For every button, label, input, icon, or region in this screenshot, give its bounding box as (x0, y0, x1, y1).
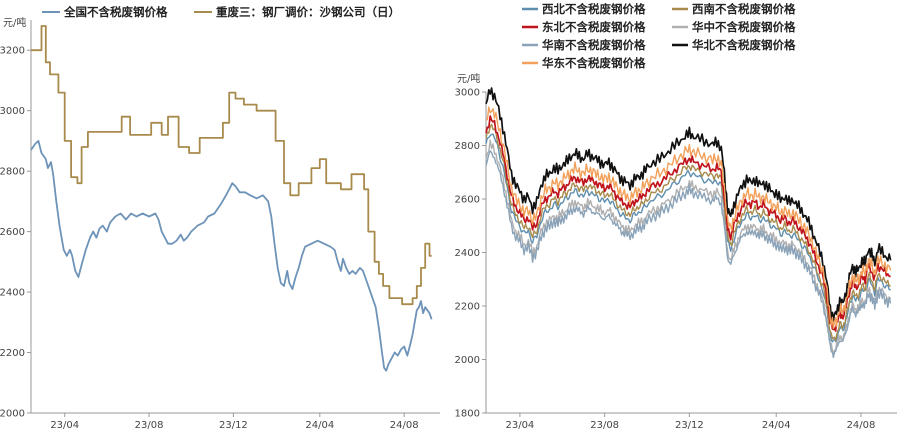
left-legend: 全国不含税废钢价格 重废三：钢厂调价：沙钢公司（日） (42, 5, 400, 19)
right-plot-area (485, 87, 892, 359)
left-axes: 2000 2200 2400 2600 2800 3000 3200 23/04 23/08 23… (0, 20, 440, 430)
x-tick-label: 23/08 (590, 420, 619, 430)
series-line-5 (485, 87, 892, 322)
series-line-0 (30, 140, 433, 372)
y-tick-label: 2200 (455, 302, 480, 313)
legend-label-shagang: 重废三：钢厂调价：沙钢公司（日） (216, 5, 400, 19)
legend-label-1: 西南不含税废钢价格 (692, 2, 796, 16)
right-axes: 1800 2000 2200 2400 2600 2800 3000 23/04 23/08 23… (455, 88, 897, 430)
y-tick-label: 2400 (455, 248, 480, 259)
y-tick-label: 3000 (455, 88, 480, 99)
x-tick-label: 24/08 (847, 420, 876, 430)
legend-label-3: 华中不含税废钢价格 (692, 20, 796, 34)
x-tick-label: 23/08 (135, 420, 164, 430)
x-tick-label: 23/04 (50, 420, 79, 430)
right-unit-label: 元/吨 (457, 72, 480, 85)
legend-label-4: 华南不含税废钢价格 (542, 38, 646, 52)
y-tick-label: 2400 (0, 288, 25, 299)
series-line-6 (485, 106, 892, 330)
left-unit-label: 元/吨 (3, 16, 26, 29)
y-tick-label: 2000 (0, 409, 25, 420)
series-line-1 (485, 123, 891, 342)
y-tick-label: 3200 (0, 46, 25, 57)
y-tick-label: 2200 (0, 348, 25, 359)
y-tick-label: 2000 (455, 355, 480, 366)
series-line-1 (31, 25, 432, 306)
legend-label-5: 华北不含税废钢价格 (692, 38, 796, 52)
y-tick-label: 3000 (0, 106, 25, 117)
x-tick-label: 23/12 (219, 420, 248, 430)
y-tick-label: 2600 (0, 227, 25, 238)
x-tick-label: 23/04 (505, 420, 534, 430)
y-tick-label: 2800 (0, 167, 25, 178)
x-tick-label: 24/04 (305, 420, 334, 430)
left-plot-area (30, 25, 433, 372)
series-line-4 (485, 150, 892, 359)
x-tick-label: 24/04 (762, 420, 791, 430)
series-line-0 (485, 133, 891, 343)
y-tick-label: 1800 (455, 409, 480, 420)
legend-label-0: 西北不含税废钢价格 (542, 2, 646, 16)
legend-label-national: 全国不含税废钢价格 (63, 5, 168, 19)
legend-label-2: 东北不含税废钢价格 (542, 20, 646, 34)
y-tick-label: 2800 (455, 141, 480, 152)
x-tick-label: 23/12 (675, 420, 704, 430)
left-chart: 元/吨 全国不含税废钢价格 重废三：钢厂调价：沙钢公司（日） 200022002… (0, 5, 440, 430)
x-tick-label: 24/08 (390, 420, 419, 430)
y-tick-label: 2600 (455, 195, 480, 206)
legend-label-6: 华东不含税废钢价格 (542, 56, 646, 70)
series-line-3 (485, 139, 892, 355)
